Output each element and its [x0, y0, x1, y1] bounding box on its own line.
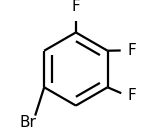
Text: Br: Br [20, 115, 37, 130]
Text: F: F [72, 0, 80, 14]
Text: F: F [128, 88, 136, 103]
Text: F: F [128, 43, 136, 58]
